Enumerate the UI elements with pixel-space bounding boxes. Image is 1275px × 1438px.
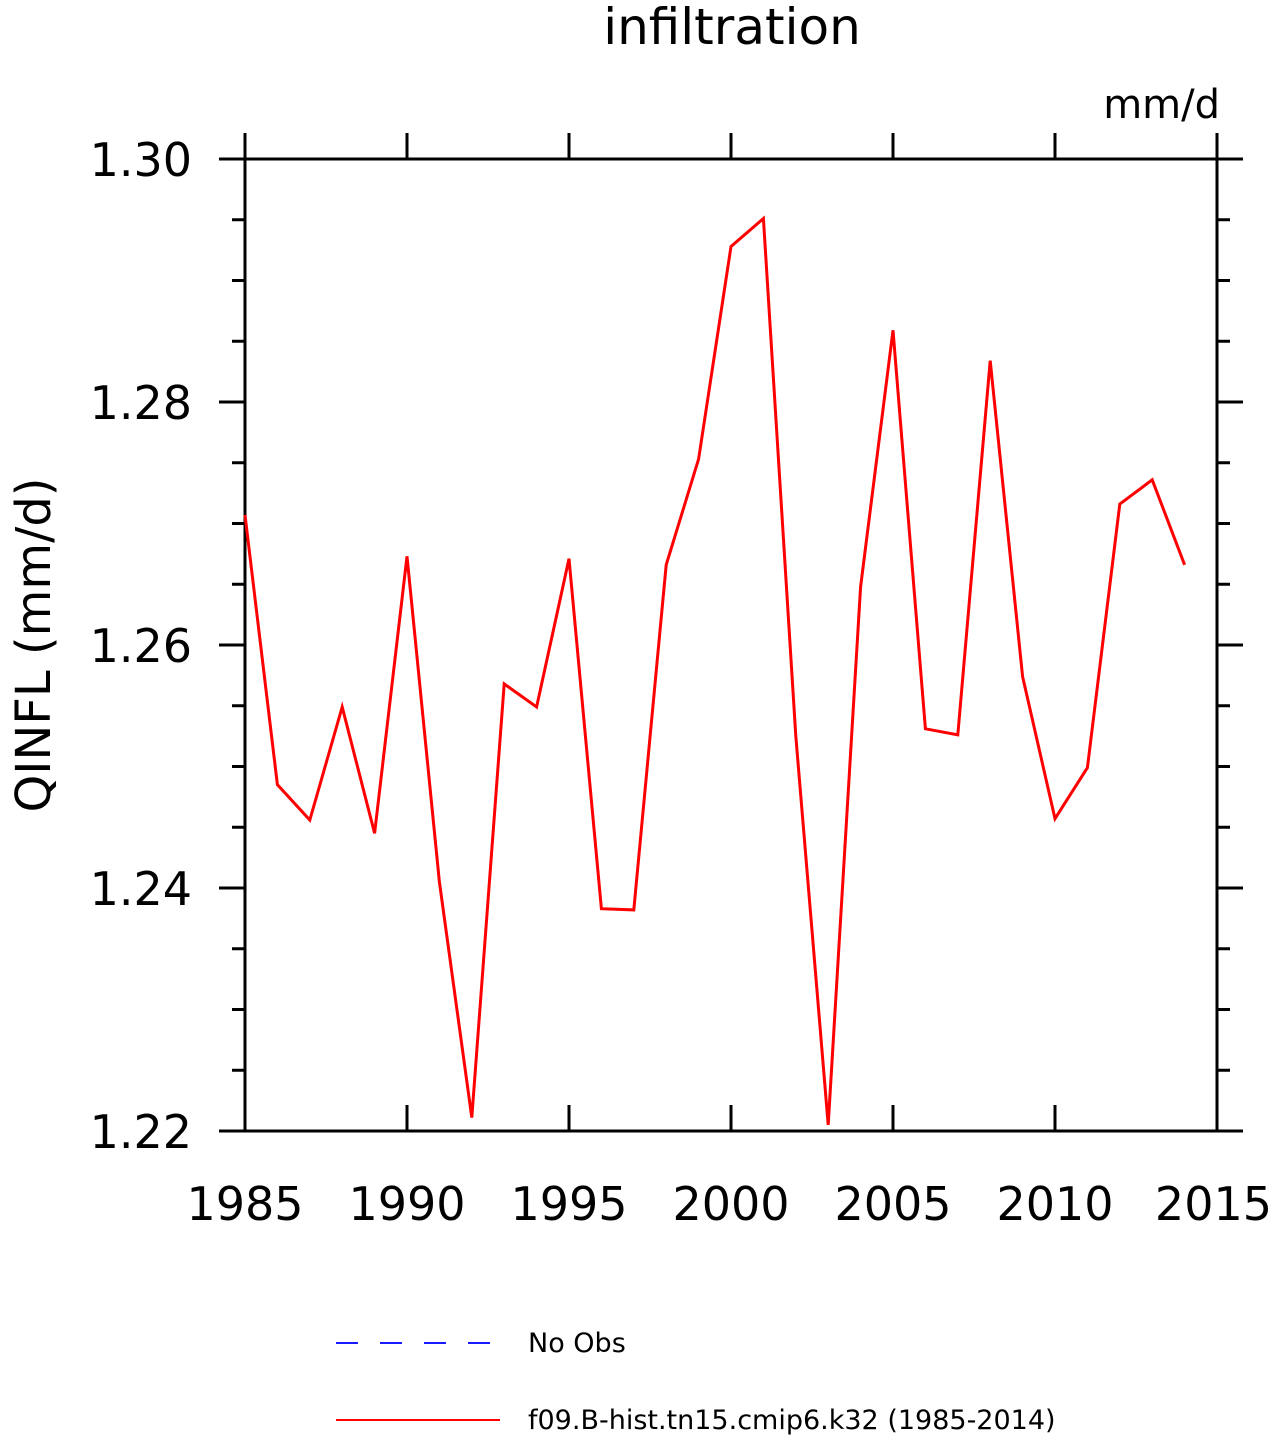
- series-line: [243, 215, 1187, 1126]
- x-tick-label: 1985: [186, 1177, 303, 1231]
- legend: No Obs f09.B-hist.tn15.cmip6.k32 (1985-20…: [336, 1328, 1056, 1436]
- series-layer: [243, 215, 1187, 1126]
- legend-label: f09.B-hist.tn15.cmip6.k32 (1985-2014): [528, 1405, 1056, 1436]
- y-tick-label: 1.22: [90, 1105, 192, 1159]
- x-tick-label: 2015: [1155, 1177, 1272, 1231]
- x-tick-label: 2000: [672, 1177, 789, 1231]
- x-tick-label: 1990: [348, 1177, 465, 1231]
- plot-frame: [243, 157, 1219, 1133]
- x-tick-label: 2010: [996, 1177, 1113, 1231]
- x-tick-label: 1995: [510, 1177, 627, 1231]
- y-axis-ticks: 1.22 1.24 1.26 1.28 1.30: [90, 133, 1243, 1159]
- chart-title: infiltration: [603, 0, 861, 56]
- y-axis-label: QINFL (mm/d): [6, 477, 62, 812]
- x-axis-ticks: 1985 1990 1995 2000 2005 2010 2015: [186, 133, 1272, 1231]
- y-tick-label: 1.24: [90, 862, 192, 916]
- y-tick-label: 1.28: [90, 376, 192, 430]
- x-tick-label: 2005: [834, 1177, 951, 1231]
- units-label: mm/d: [1103, 82, 1220, 128]
- legend-label: No Obs: [528, 1328, 626, 1359]
- y-tick-label: 1.26: [90, 619, 192, 673]
- y-tick-label: 1.30: [90, 133, 192, 187]
